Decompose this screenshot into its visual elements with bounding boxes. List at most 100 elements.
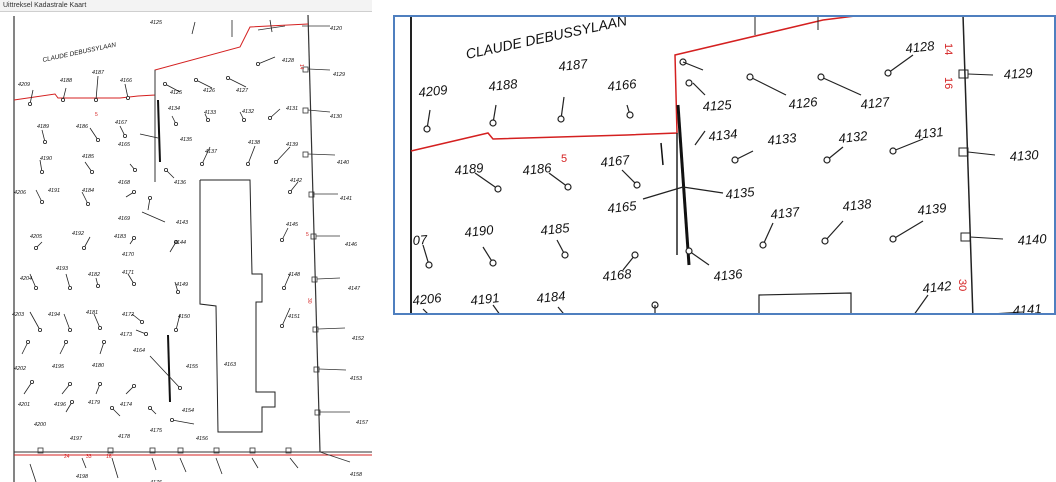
overview-parcel-label: 4192 xyxy=(72,231,84,237)
overview-parcel-label: 4125 xyxy=(170,90,183,96)
zoomed-parcel-label: 4125 xyxy=(702,97,733,114)
overview-parcel-label: 4187 xyxy=(92,70,105,76)
overview-parcel-label: 4182 xyxy=(88,272,100,278)
overview-parcel-label: 4204 xyxy=(20,276,32,282)
zoomed-parcel-label: 4139 xyxy=(917,200,947,218)
overview-parcel-label: 4188 xyxy=(60,78,72,84)
zoomed-parcel-label: 4138 xyxy=(842,196,873,214)
overview-parcel-label: 4125 xyxy=(150,20,163,26)
overview-parcel-label: 4145 xyxy=(286,222,299,228)
overview-parcel-label: 4149 xyxy=(176,282,188,288)
overview-parcel-label: 4186 xyxy=(76,124,88,130)
zoomed-parcel-label: 4133 xyxy=(767,130,798,148)
zoomed-parcel-label: 4131 xyxy=(914,124,944,142)
overview-parcel-label: 4194 xyxy=(48,312,60,318)
overview-parcel-label: 4205 xyxy=(30,234,43,240)
overview-parcel-label: 4203 xyxy=(12,312,24,318)
zoomed-parcel-label: 4185 xyxy=(540,220,571,238)
overview-parcel-label: 4158 xyxy=(350,472,362,478)
overview-parcel-label: 4156 xyxy=(196,436,208,442)
overview-parcel-label: 4154 xyxy=(182,408,194,414)
overview-red-annotation: 24 xyxy=(64,454,70,460)
overview-parcel-label: 4193 xyxy=(56,266,68,272)
overview-parcel-label: 4171 xyxy=(122,270,134,276)
zoomed-parcel-label: 4127 xyxy=(860,94,891,112)
zoomed-red-annotation: 16 xyxy=(942,77,954,89)
overview-parcel-label: 4201 xyxy=(18,402,30,408)
overview-parcel-label: 4157 xyxy=(356,420,369,426)
overview-parcel-label: 4150 xyxy=(178,314,190,320)
overview-parcel-label: 4180 xyxy=(92,363,104,369)
zoomed-parcel-label: 4141 xyxy=(1012,301,1042,315)
overview-parcel-label: 4173 xyxy=(120,332,132,338)
overview-parcel-label: 4129 xyxy=(333,72,345,78)
overview-parcel-label: 4165 xyxy=(118,142,131,148)
overview-parcel-label: 4134 xyxy=(168,106,180,112)
overview-parcel-label: 4167 xyxy=(115,120,128,126)
overview-parcel-label: 4137 xyxy=(205,149,218,155)
overview-parcel-label: 4189 xyxy=(37,124,49,130)
zoomed-parcel-label: 4136 xyxy=(713,266,744,284)
overview-parcel-label: 4131 xyxy=(286,106,298,112)
overview-parcel-label: 4198 xyxy=(76,474,88,480)
overview-parcel-label: 4174 xyxy=(120,402,132,408)
overview-parcel-label: 4120 xyxy=(330,26,342,32)
zoomed-parcel-label: 4189 xyxy=(454,160,484,178)
overview-red-annotation: 30 xyxy=(306,298,312,304)
zoomed-parcel-label: 4188 xyxy=(488,76,519,94)
overview-parcel-label: 4138 xyxy=(248,140,260,146)
zoomed-parcel-label: 4190 xyxy=(464,222,495,240)
zoomed-parcel-label: 4135 xyxy=(725,184,756,202)
parcel-boundary-red xyxy=(410,17,854,152)
overview-parcel-label: 4166 xyxy=(120,78,132,84)
zoomed-parcel-label: 4206 xyxy=(412,290,443,308)
overview-parcel-label: 4139 xyxy=(286,142,298,148)
overview-parcel-label: 4178 xyxy=(118,434,130,440)
overview-parcel-label: 4172 xyxy=(122,312,134,318)
overview-parcel-label: 4170 xyxy=(122,252,134,258)
overview-parcel-label: 4176 xyxy=(150,480,162,482)
overview-parcel-label: 4202 xyxy=(14,366,26,372)
overview-parcel-label: 4184 xyxy=(82,188,94,194)
overview-parcel-label: 4175 xyxy=(150,428,163,434)
overview-parcel-label: 4196 xyxy=(54,402,66,408)
overview-parcel-label: 4195 xyxy=(52,364,65,370)
overview-parcel-label: 4164 xyxy=(133,348,145,354)
zoomed-red-annotation: 5 xyxy=(561,153,567,165)
zoomed-map-panel[interactable]: CLAUDE DEBUSSYLAAN 4128 4129 4209 4188 4187 4… xyxy=(393,15,1056,315)
overview-parcel-label: 4141 xyxy=(340,196,352,202)
zoomed-parcel-label: 4166 xyxy=(607,76,638,94)
overview-red-annotation: 33 xyxy=(86,454,92,460)
zoomed-parcel-label: 4140 xyxy=(1017,231,1048,248)
zoomed-red-annotation: 30 xyxy=(956,279,968,291)
overview-parcel-label: 4179 xyxy=(88,400,100,406)
zoomed-parcel-label: 4191 xyxy=(470,290,500,308)
zoomed-parcel-label: 4184 xyxy=(536,288,566,306)
zoomed-red-annotation: 14 xyxy=(942,43,954,55)
zoomed-parcel-label: 07 xyxy=(412,232,428,248)
overview-map[interactable]: CLAUDE DEBUSSYLAAN 4125 4120 4129 4128 4209 4… xyxy=(0,12,372,482)
overview-parcel-label: 4127 xyxy=(236,88,249,94)
zoomed-parcel-label: 4128 xyxy=(905,38,936,56)
overview-parcel-label: 4183 xyxy=(114,234,126,240)
overview-parcel-label: 4126 xyxy=(203,88,215,94)
zoomed-parcel-label: 4126 xyxy=(788,94,819,112)
overview-parcel-label: 4128 xyxy=(282,58,294,64)
overview-parcel-label: 4142 xyxy=(290,178,302,184)
overview-red-annotation: 5 xyxy=(306,232,309,238)
overview-parcel-label: 4191 xyxy=(48,188,60,194)
zoomed-parcel-label: 4137 xyxy=(770,204,801,222)
zoomed-parcel-label: 4165 xyxy=(607,198,638,216)
overview-parcel-label: 4135 xyxy=(180,137,193,143)
overview-red-annotation: 5 xyxy=(95,112,98,118)
overview-red-annotation: 16 xyxy=(106,454,112,460)
zoomed-parcel-label: 4134 xyxy=(708,126,738,144)
overview-parcel-label: 4153 xyxy=(350,376,362,382)
overview-parcel-label: 4130 xyxy=(330,114,342,120)
overview-parcel-label: 4144 xyxy=(174,240,186,246)
overview-parcel-label: 4140 xyxy=(337,160,349,166)
overview-parcel-label: 4152 xyxy=(352,336,364,342)
overview-red-annotation: 14 xyxy=(298,64,304,70)
zoomed-parcel-label: 4142 xyxy=(922,278,953,296)
street-name-zoomed: CLAUDE DEBUSSYLAAN xyxy=(464,15,629,62)
